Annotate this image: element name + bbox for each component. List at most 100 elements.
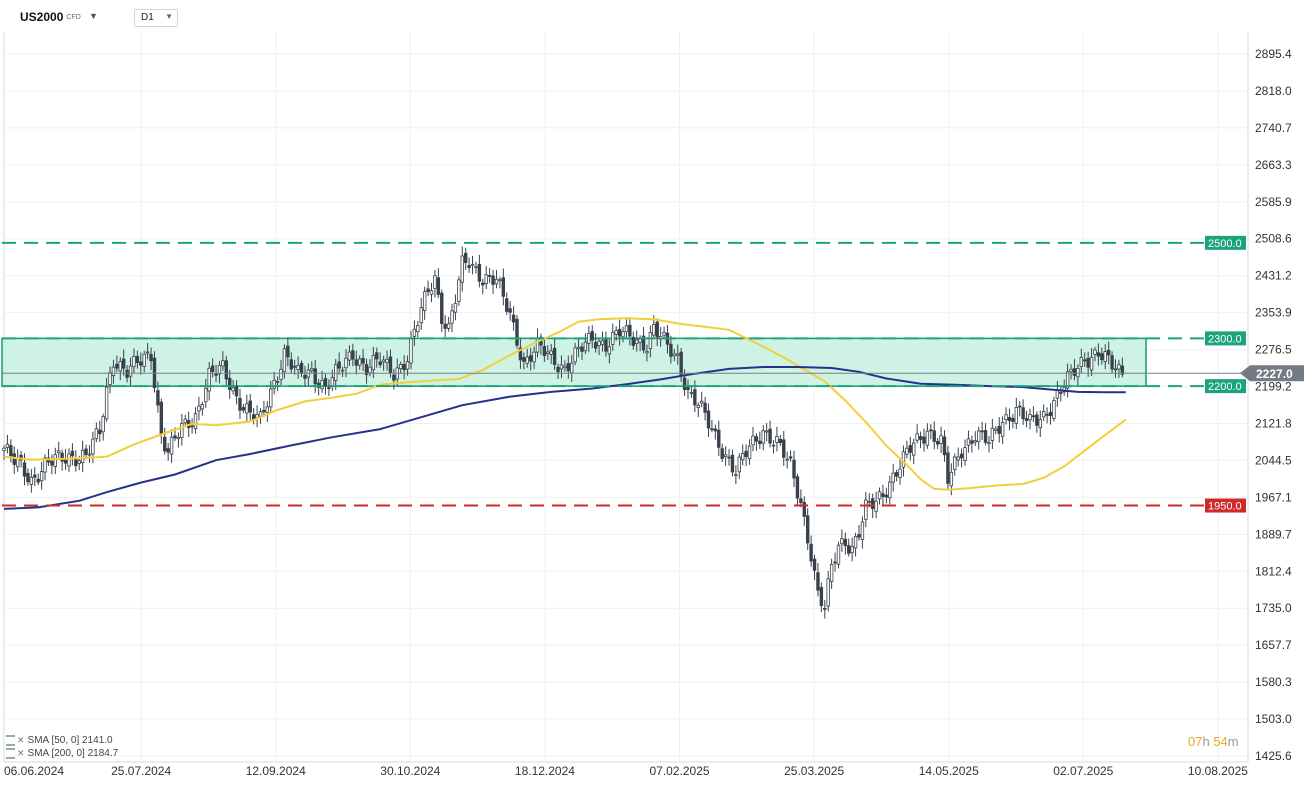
candle xyxy=(1076,364,1080,387)
candle-body xyxy=(648,332,653,350)
candle-body xyxy=(108,372,112,385)
symbol-label[interactable]: US2000 CFD xyxy=(20,10,81,24)
settings-icon[interactable] xyxy=(6,748,15,759)
candle-body xyxy=(717,429,721,448)
candle xyxy=(570,354,574,382)
candle xyxy=(1072,359,1077,381)
candle xyxy=(501,268,506,306)
candle xyxy=(402,355,406,380)
symbol-dropdown-icon[interactable]: ▼ xyxy=(89,11,98,21)
candle xyxy=(713,424,718,440)
candle xyxy=(1004,407,1008,425)
candle xyxy=(1018,401,1022,417)
candle-body xyxy=(847,545,851,554)
candle-body xyxy=(344,357,348,369)
candle xyxy=(1100,347,1104,365)
candle xyxy=(340,366,345,378)
candle xyxy=(122,349,126,376)
candle xyxy=(361,348,365,372)
candle xyxy=(833,552,837,572)
level-tag-bg xyxy=(1205,379,1246,394)
candle-body xyxy=(881,493,885,497)
candle xyxy=(857,525,861,541)
candle xyxy=(60,449,64,471)
candle xyxy=(898,459,902,485)
candle xyxy=(593,333,598,353)
candle xyxy=(635,330,639,352)
candle xyxy=(357,355,362,370)
candle-body xyxy=(22,462,27,477)
candle xyxy=(296,356,300,379)
candle-body xyxy=(546,351,550,355)
candle-body xyxy=(929,429,933,432)
candle xyxy=(532,346,536,370)
candle-body xyxy=(463,252,468,264)
timeframe-select[interactable]: D1 ▼ xyxy=(134,9,178,27)
remove-icon[interactable]: ✕ xyxy=(17,735,25,746)
candle-body xyxy=(1004,414,1008,421)
candle xyxy=(1079,348,1083,374)
candle-body xyxy=(641,335,646,351)
candle xyxy=(43,454,47,481)
remove-icon[interactable]: ✕ xyxy=(17,748,25,759)
candle xyxy=(111,359,116,384)
candle xyxy=(580,342,584,361)
candle-body xyxy=(176,436,181,440)
candle-body xyxy=(1018,405,1022,408)
candle-body xyxy=(570,362,574,374)
candle xyxy=(874,491,878,519)
candle-body xyxy=(375,352,379,360)
candle xyxy=(734,465,738,485)
candle xyxy=(607,339,612,364)
candle-body xyxy=(542,346,547,356)
candle xyxy=(816,563,820,597)
y-tick-label: 2818.0 xyxy=(1255,84,1292,98)
candle-body xyxy=(145,351,150,354)
indicator-sma200[interactable]: ✕ SMA [200, 0] 2184.7 xyxy=(6,748,118,759)
candle xyxy=(142,350,146,373)
candle xyxy=(169,429,174,463)
candle xyxy=(915,424,919,444)
y-tick-label: 2276.5 xyxy=(1255,343,1292,357)
candle-body xyxy=(94,428,99,439)
candle-body xyxy=(802,502,806,517)
candle xyxy=(761,425,765,451)
candle xyxy=(946,445,950,490)
candle-body xyxy=(361,357,365,364)
candle-body xyxy=(169,436,174,455)
candle xyxy=(224,355,228,387)
candle xyxy=(426,280,430,297)
candle-body xyxy=(453,303,458,313)
candle-body xyxy=(399,364,403,370)
candle-body xyxy=(730,454,735,473)
candle xyxy=(689,386,694,398)
candle xyxy=(135,350,140,369)
candle xyxy=(860,516,865,549)
candle xyxy=(970,435,974,453)
indicator-sma50[interactable]: ✕ SMA [50, 0] 2141.0 xyxy=(6,735,113,746)
candle-body xyxy=(440,292,444,324)
candle xyxy=(375,347,379,368)
y-tick-label: 2431.2 xyxy=(1255,269,1292,283)
candle xyxy=(935,437,940,449)
candle-body xyxy=(228,377,232,390)
candle xyxy=(149,347,153,371)
candle-body xyxy=(826,578,830,607)
candle xyxy=(1052,396,1056,422)
candle xyxy=(741,444,745,466)
y-tick-label: 1967.1 xyxy=(1255,490,1292,504)
candle xyxy=(583,333,588,355)
candle xyxy=(795,473,800,506)
candle-body xyxy=(505,298,509,312)
candle xyxy=(754,433,759,451)
candle xyxy=(727,449,731,466)
candle-body xyxy=(518,347,523,361)
candle xyxy=(474,261,478,274)
settings-icon[interactable] xyxy=(6,735,15,746)
candle xyxy=(313,359,317,393)
candle xyxy=(80,440,85,473)
candle xyxy=(245,394,249,422)
candle xyxy=(15,449,20,472)
candle-body xyxy=(782,439,786,458)
